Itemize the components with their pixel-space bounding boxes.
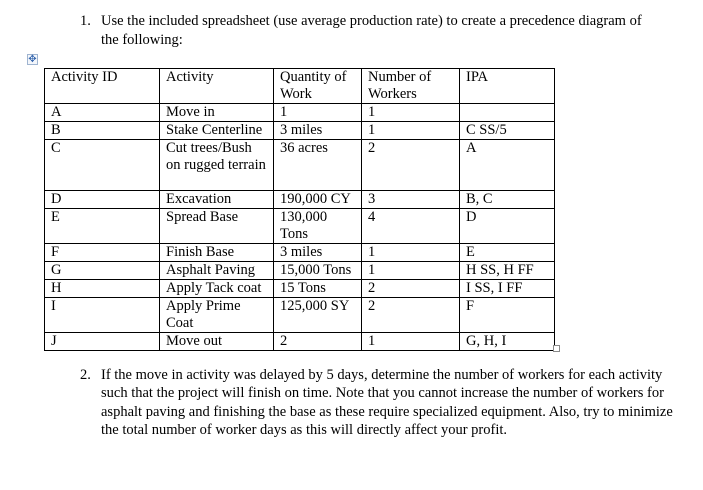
cell-id[interactable]: C [44, 139, 160, 191]
table-row: G Asphalt Paving 15,000 Tons 1 H SS, H F… [44, 261, 555, 280]
cell-quantity[interactable]: 15 Tons [273, 279, 362, 298]
header-quantity-of-work[interactable]: Quantity of Work [273, 68, 362, 104]
cell-ipa[interactable]: H SS, H FF [459, 261, 555, 280]
table-row: H Apply Tack coat 15 Tons 2 I SS, I FF [44, 279, 555, 298]
header-number-of-workers[interactable]: Number of Workers [361, 68, 460, 104]
cell-activity[interactable]: Finish Base [159, 243, 274, 262]
question-2-number: 2. [80, 367, 91, 383]
cell-id[interactable]: D [44, 190, 160, 209]
table-row: F Finish Base 3 miles 1 E [44, 243, 555, 262]
question-1: 1. Use the included spreadsheet (use ave… [80, 12, 660, 49]
cell-ipa[interactable]: G, H, I [459, 332, 555, 351]
cell-activity[interactable]: Excavation [159, 190, 274, 209]
question-1-text: Use the included spreadsheet (use averag… [101, 13, 642, 48]
cell-ipa[interactable]: A [459, 139, 555, 191]
cell-activity[interactable]: Move out [159, 332, 274, 351]
cell-workers[interactable]: 1 [361, 103, 460, 122]
table-row: I Apply Prime Coat 125,000 SY 2 F [44, 297, 555, 333]
cell-ipa[interactable]: E [459, 243, 555, 262]
cell-workers[interactable]: 2 [361, 279, 460, 298]
cell-activity[interactable]: Stake Centerline [159, 121, 274, 140]
cell-workers[interactable]: 2 [361, 297, 460, 333]
cell-ipa[interactable]: C SS/5 [459, 121, 555, 140]
cell-id[interactable]: F [44, 243, 160, 262]
table-move-handle-icon[interactable]: ✥ [27, 54, 38, 65]
cell-quantity[interactable]: 190,000 CY [273, 190, 362, 209]
cell-workers[interactable]: 4 [361, 208, 460, 244]
cell-quantity[interactable]: 125,000 SY [273, 297, 362, 333]
question-2-text: If the move in activity was delayed by 5… [101, 367, 673, 438]
cell-id[interactable]: I [44, 297, 160, 333]
cell-workers[interactable]: 1 [361, 121, 460, 140]
cell-id[interactable]: E [44, 208, 160, 244]
cell-ipa[interactable]: I SS, I FF [459, 279, 555, 298]
table-row: E Spread Base 130,000 Tons 4 D [44, 208, 555, 244]
cell-id[interactable]: H [44, 279, 160, 298]
cell-quantity[interactable]: 130,000 Tons [273, 208, 362, 244]
cell-workers[interactable]: 1 [361, 243, 460, 262]
cell-ipa[interactable]: B, C [459, 190, 555, 209]
cell-workers[interactable]: 3 [361, 190, 460, 209]
cell-workers[interactable]: 1 [361, 332, 460, 351]
cell-workers[interactable]: 2 [361, 139, 460, 191]
cell-activity[interactable]: Cut trees/Bush on rugged terrain [159, 139, 274, 191]
table-header-row: Activity ID Activity Quantity of Work Nu… [44, 68, 555, 104]
cell-activity[interactable]: Apply Tack coat [159, 279, 274, 298]
question-2: 2. If the move in activity was delayed b… [80, 366, 680, 439]
cell-quantity[interactable]: 15,000 Tons [273, 261, 362, 280]
table-row: C Cut trees/Bush on rugged terrain 36 ac… [44, 139, 555, 191]
cell-id[interactable]: J [44, 332, 160, 351]
cell-id[interactable]: B [44, 121, 160, 140]
cell-id[interactable]: A [44, 103, 160, 122]
activity-table: Activity ID Activity Quantity of Work Nu… [44, 68, 555, 351]
table-row: J Move out 2 1 G, H, I [44, 332, 555, 351]
cell-quantity[interactable]: 1 [273, 103, 362, 122]
header-ipa[interactable]: IPA [459, 68, 555, 104]
cell-ipa[interactable]: D [459, 208, 555, 244]
cell-activity[interactable]: Move in [159, 103, 274, 122]
cell-quantity[interactable]: 36 acres [273, 139, 362, 191]
cell-activity[interactable]: Spread Base [159, 208, 274, 244]
cell-quantity[interactable]: 3 miles [273, 121, 362, 140]
cell-activity[interactable]: Asphalt Paving [159, 261, 274, 280]
table-row: D Excavation 190,000 CY 3 B, C [44, 190, 555, 209]
table-row: A Move in 1 1 [44, 103, 555, 122]
cell-activity[interactable]: Apply Prime Coat [159, 297, 274, 333]
header-activity-id[interactable]: Activity ID [44, 68, 160, 104]
table-resize-handle-icon[interactable] [553, 345, 560, 352]
cell-ipa[interactable] [459, 103, 555, 122]
cell-quantity[interactable]: 2 [273, 332, 362, 351]
header-activity[interactable]: Activity [159, 68, 274, 104]
cell-ipa[interactable]: F [459, 297, 555, 333]
cell-workers[interactable]: 1 [361, 261, 460, 280]
cell-quantity[interactable]: 3 miles [273, 243, 362, 262]
cell-id[interactable]: G [44, 261, 160, 280]
question-1-number: 1. [80, 13, 91, 29]
table-row: B Stake Centerline 3 miles 1 C SS/5 [44, 121, 555, 140]
